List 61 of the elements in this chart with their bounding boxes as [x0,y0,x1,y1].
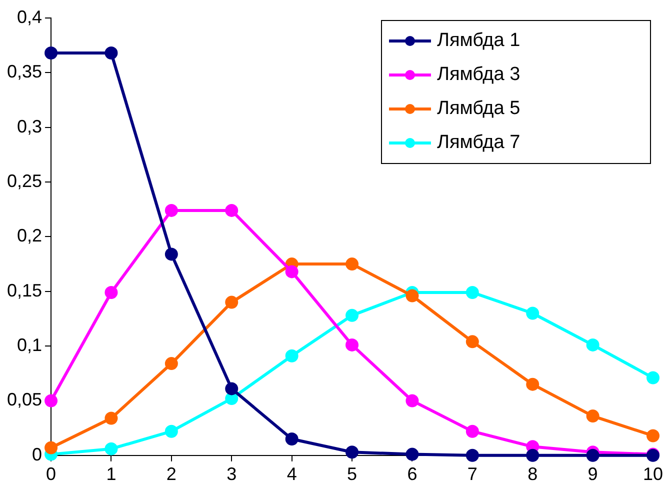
x-tick-label: 2 [166,464,176,484]
point [225,296,238,309]
point [104,46,118,60]
x-tick-label: 5 [347,464,358,484]
legend-label: Лямбда 7 [437,132,520,154]
point [586,448,600,462]
y-tick-label: 0 [32,444,42,464]
x-tick-label: 0 [46,464,56,484]
point [164,357,178,370]
y-tick-label: 0,15 [6,280,42,300]
point [406,394,419,408]
point [44,46,58,60]
point [406,289,419,302]
y-tick-label: 0,4 [17,6,42,27]
point [104,442,118,456]
legend-label: Лямбда 1 [437,30,520,52]
x-tick-label: 3 [226,464,237,484]
point [466,335,479,348]
x-tick-label: 6 [407,464,418,484]
x-tick-label: 9 [588,464,598,484]
point [285,265,298,278]
point [646,371,660,384]
y-tick-label: 0,25 [6,170,42,191]
x-tick-label: 10 [642,464,664,484]
point [164,248,178,261]
point [586,338,600,352]
point [104,286,118,299]
point [225,392,238,406]
point [466,448,479,462]
point [44,394,58,408]
point [526,306,540,320]
point [586,410,600,423]
point [346,258,359,271]
point [346,308,359,322]
point [526,448,540,462]
point [346,338,359,352]
y-tick-label: 0,3 [17,116,42,136]
x-tick-label: 4 [286,464,297,484]
point [285,432,298,446]
legend-label: Лямбда 5 [437,98,520,120]
y-tick-label: 0,05 [6,390,42,410]
point [466,286,479,299]
point [466,424,479,438]
y-tick-label: 0,35 [6,62,42,82]
point [526,378,540,391]
point [44,441,58,454]
point [646,429,660,442]
point [346,446,359,459]
y-tick-label: 0,1 [17,335,42,356]
y-tick-label: 0,2 [17,226,42,246]
x-tick-label: 7 [467,464,478,484]
point [406,448,419,461]
point [164,204,178,217]
legend-label: Лямбда 3 [437,64,520,86]
point [164,424,178,438]
x-tick-label: 8 [528,464,538,484]
point [225,204,238,217]
point [285,349,298,362]
point [225,382,238,396]
x-tick-label: 1 [106,464,116,484]
point [104,412,118,425]
